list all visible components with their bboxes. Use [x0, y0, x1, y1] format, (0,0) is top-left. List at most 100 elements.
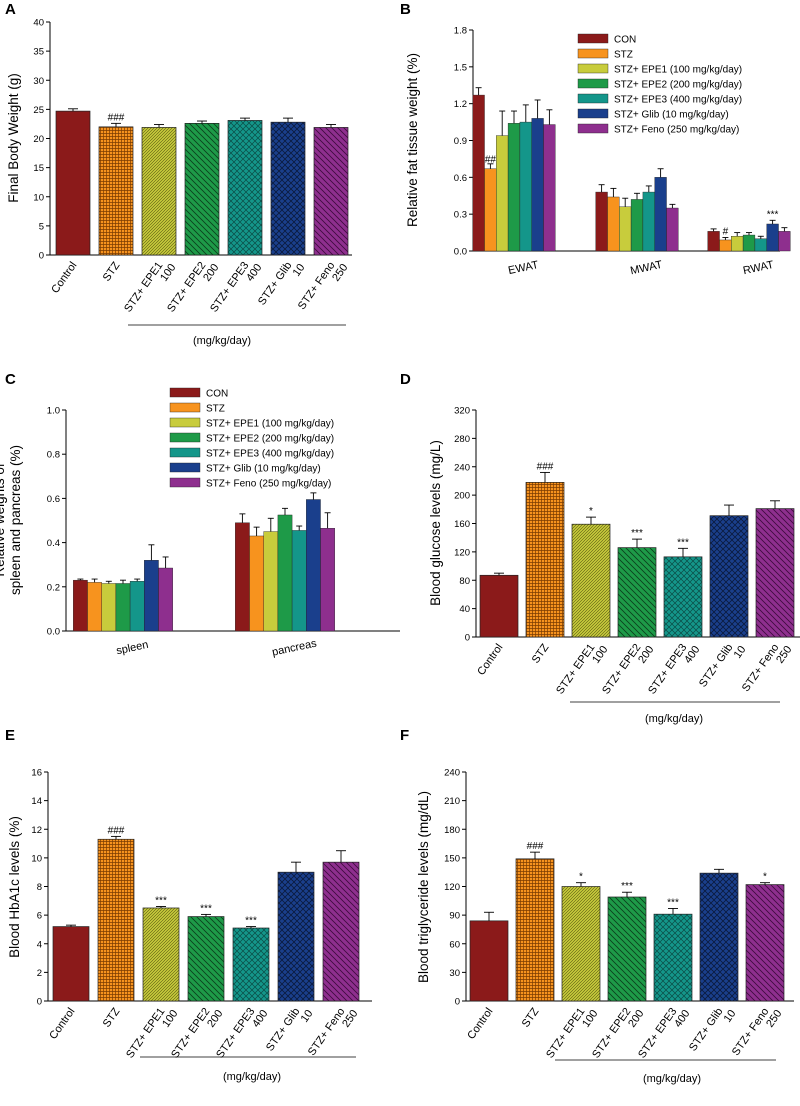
bar [653, 913, 693, 1002]
legend-entry: STZ+ EPE1 (100 mg/kg/day) [614, 65, 742, 76]
bar [507, 123, 521, 252]
bar [87, 582, 102, 632]
significance-mark: *** [245, 916, 257, 927]
bar [277, 514, 293, 632]
y-tick-label: 120 [454, 547, 470, 558]
y-tick-label: 0.8 [47, 450, 60, 461]
bar [709, 515, 749, 638]
bar [115, 583, 131, 632]
legend-swatch [169, 417, 201, 428]
legend-swatch [577, 33, 609, 44]
x-category-label: Control [475, 642, 505, 678]
legend-swatch [577, 93, 609, 104]
y-tick-label: 0.6 [454, 173, 467, 184]
y-axis-label: Blood HbA1c levels (%) [7, 816, 22, 958]
legend-entry: STZ+ EPE3 (400 mg/kg/day) [614, 95, 742, 106]
bar [55, 110, 91, 256]
legend-entry: STZ+ EPE2 (200 mg/kg/day) [614, 80, 742, 91]
y-tick-label: 120 [444, 882, 460, 893]
y-tick-label: 320 [454, 406, 470, 417]
significance-mark: *** [767, 209, 779, 220]
x-category-label: STZ+ Glib [697, 642, 735, 690]
bar [320, 528, 335, 632]
y-tick-label: 90 [449, 911, 460, 922]
significance-mark: *** [667, 897, 679, 908]
x-category-label: 10 [291, 262, 308, 279]
legend-swatch [577, 48, 609, 59]
y-tick-label: 6 [37, 911, 42, 922]
significance-mark: ### [108, 825, 125, 836]
bar [306, 499, 321, 632]
legend-swatch [577, 108, 609, 119]
bar [479, 574, 519, 638]
bar [745, 884, 785, 1002]
significance-mark: ### [108, 112, 125, 123]
legend-swatch [169, 387, 201, 398]
bar [607, 196, 620, 252]
y-axis-label: Blood triglyceride levels (mg/dL) [416, 791, 431, 983]
legend-swatch [169, 477, 201, 488]
x-category-label: STZ+ EPE1 [124, 1006, 167, 1061]
bar [97, 838, 135, 1002]
significance-mark: *** [621, 881, 633, 892]
bar [469, 920, 509, 1002]
significance-mark: * [579, 872, 583, 883]
panel-label: F [400, 727, 409, 744]
bar [291, 530, 307, 632]
y-tick-label: 0 [39, 251, 44, 262]
legend-swatch [169, 402, 201, 413]
x-category-label: STZ [101, 260, 123, 284]
legend-swatch [577, 123, 609, 134]
x-category-label: pancreas [271, 637, 318, 658]
panel-d: D 0 40 80 120 160 200 240 280 320 Blood glucose le… [400, 371, 800, 725]
y-tick-label: 0.4 [47, 538, 60, 549]
y-tick-label: 8 [37, 882, 42, 893]
y-tick-label: 30 [33, 76, 44, 87]
bar [617, 547, 657, 638]
legend: CON STZ STZ+ EPE1 (100 mg/kg/day) STZ+ EPE2… [169, 387, 334, 490]
y-tick-label: 60 [449, 939, 460, 950]
bar [731, 236, 744, 252]
y-tick-label: 0.0 [454, 247, 467, 258]
bar [52, 926, 90, 1002]
panel-f: F 0 30 60 90 120 150 180 210 240 Blood triglycerid… [400, 727, 794, 1085]
y-tick-label: 0.6 [47, 494, 60, 505]
y-tick-label: 1.5 [454, 62, 467, 73]
y-tick-label: 35 [33, 47, 44, 58]
panel-label: B [400, 1, 411, 18]
dose-unit-label: (mg/kg/day) [193, 335, 251, 347]
y-tick-label: 40 [33, 18, 44, 29]
y-tick-label: 1.0 [47, 406, 60, 417]
bar [525, 482, 565, 638]
x-category-label: Control [47, 1006, 77, 1042]
legend-entry: STZ [206, 404, 225, 415]
bar [249, 535, 264, 632]
bar [571, 523, 611, 638]
x-category-label: 10 [299, 1008, 316, 1025]
significance-mark: *** [155, 896, 167, 907]
bar [158, 567, 173, 632]
significance-mark: *** [200, 903, 212, 914]
legend-entry: STZ+ Glib (10 mg/kg/day) [206, 464, 321, 475]
bar [531, 118, 544, 252]
bar [98, 126, 134, 256]
legend-entry: STZ+ EPE2 (200 mg/kg/day) [206, 434, 334, 445]
bar [707, 231, 720, 252]
y-tick-label: 10 [33, 192, 44, 203]
y-tick-label: 10 [31, 853, 42, 864]
x-category-label: EWAT [507, 259, 540, 277]
x-category-label: STZ [520, 1006, 542, 1030]
bar [663, 556, 703, 638]
bar [742, 234, 756, 252]
panel-label: E [5, 727, 15, 744]
y-tick-label: 0.2 [47, 582, 60, 593]
legend-entry: CON [206, 389, 228, 400]
bar [666, 207, 679, 252]
y-tick-label: 200 [454, 491, 470, 502]
legend-swatch [169, 462, 201, 473]
panel-label: C [5, 371, 16, 388]
significance-mark: * [589, 506, 593, 517]
bar [232, 927, 270, 1002]
legend: CON STZ STZ+ EPE1 (100 mg/kg/day) STZ+ EPE2… [577, 33, 742, 136]
